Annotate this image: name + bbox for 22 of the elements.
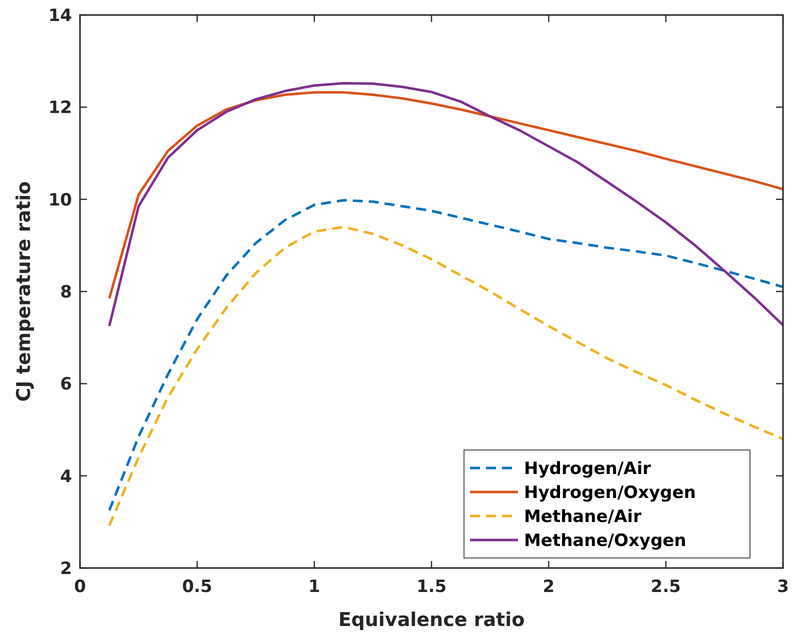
x-tick-label: 3 — [777, 577, 789, 597]
y-tick-label: 8 — [60, 282, 72, 302]
x-tick-label: 1.5 — [416, 577, 447, 597]
legend-label: Hydrogen/Air — [524, 459, 652, 479]
legend-label: Methane/Air — [524, 507, 642, 527]
x-tick-label: 2.5 — [650, 577, 681, 597]
x-axis-title: Equivalence ratio — [338, 609, 525, 631]
y-tick-label: 14 — [48, 6, 72, 26]
legend-label: Hydrogen/Oxygen — [524, 483, 696, 503]
line-series — [108, 82, 784, 328]
x-tick-label: 2 — [542, 577, 555, 597]
y-tick-label: 2 — [60, 559, 72, 579]
y-tick-label: 12 — [48, 98, 72, 118]
x-tick-label: 0.5 — [182, 577, 212, 597]
legend-label: Methane/Oxygen — [524, 531, 686, 551]
line-series — [108, 91, 784, 300]
x-tick-label: 0 — [74, 577, 86, 597]
y-axis-title: CJ temperature ratio — [13, 181, 35, 402]
y-tick-label: 10 — [48, 190, 72, 210]
y-tick-label: 4 — [60, 466, 72, 487]
y-tick-label: 6 — [60, 374, 72, 395]
x-tick-label: 1 — [308, 577, 320, 597]
